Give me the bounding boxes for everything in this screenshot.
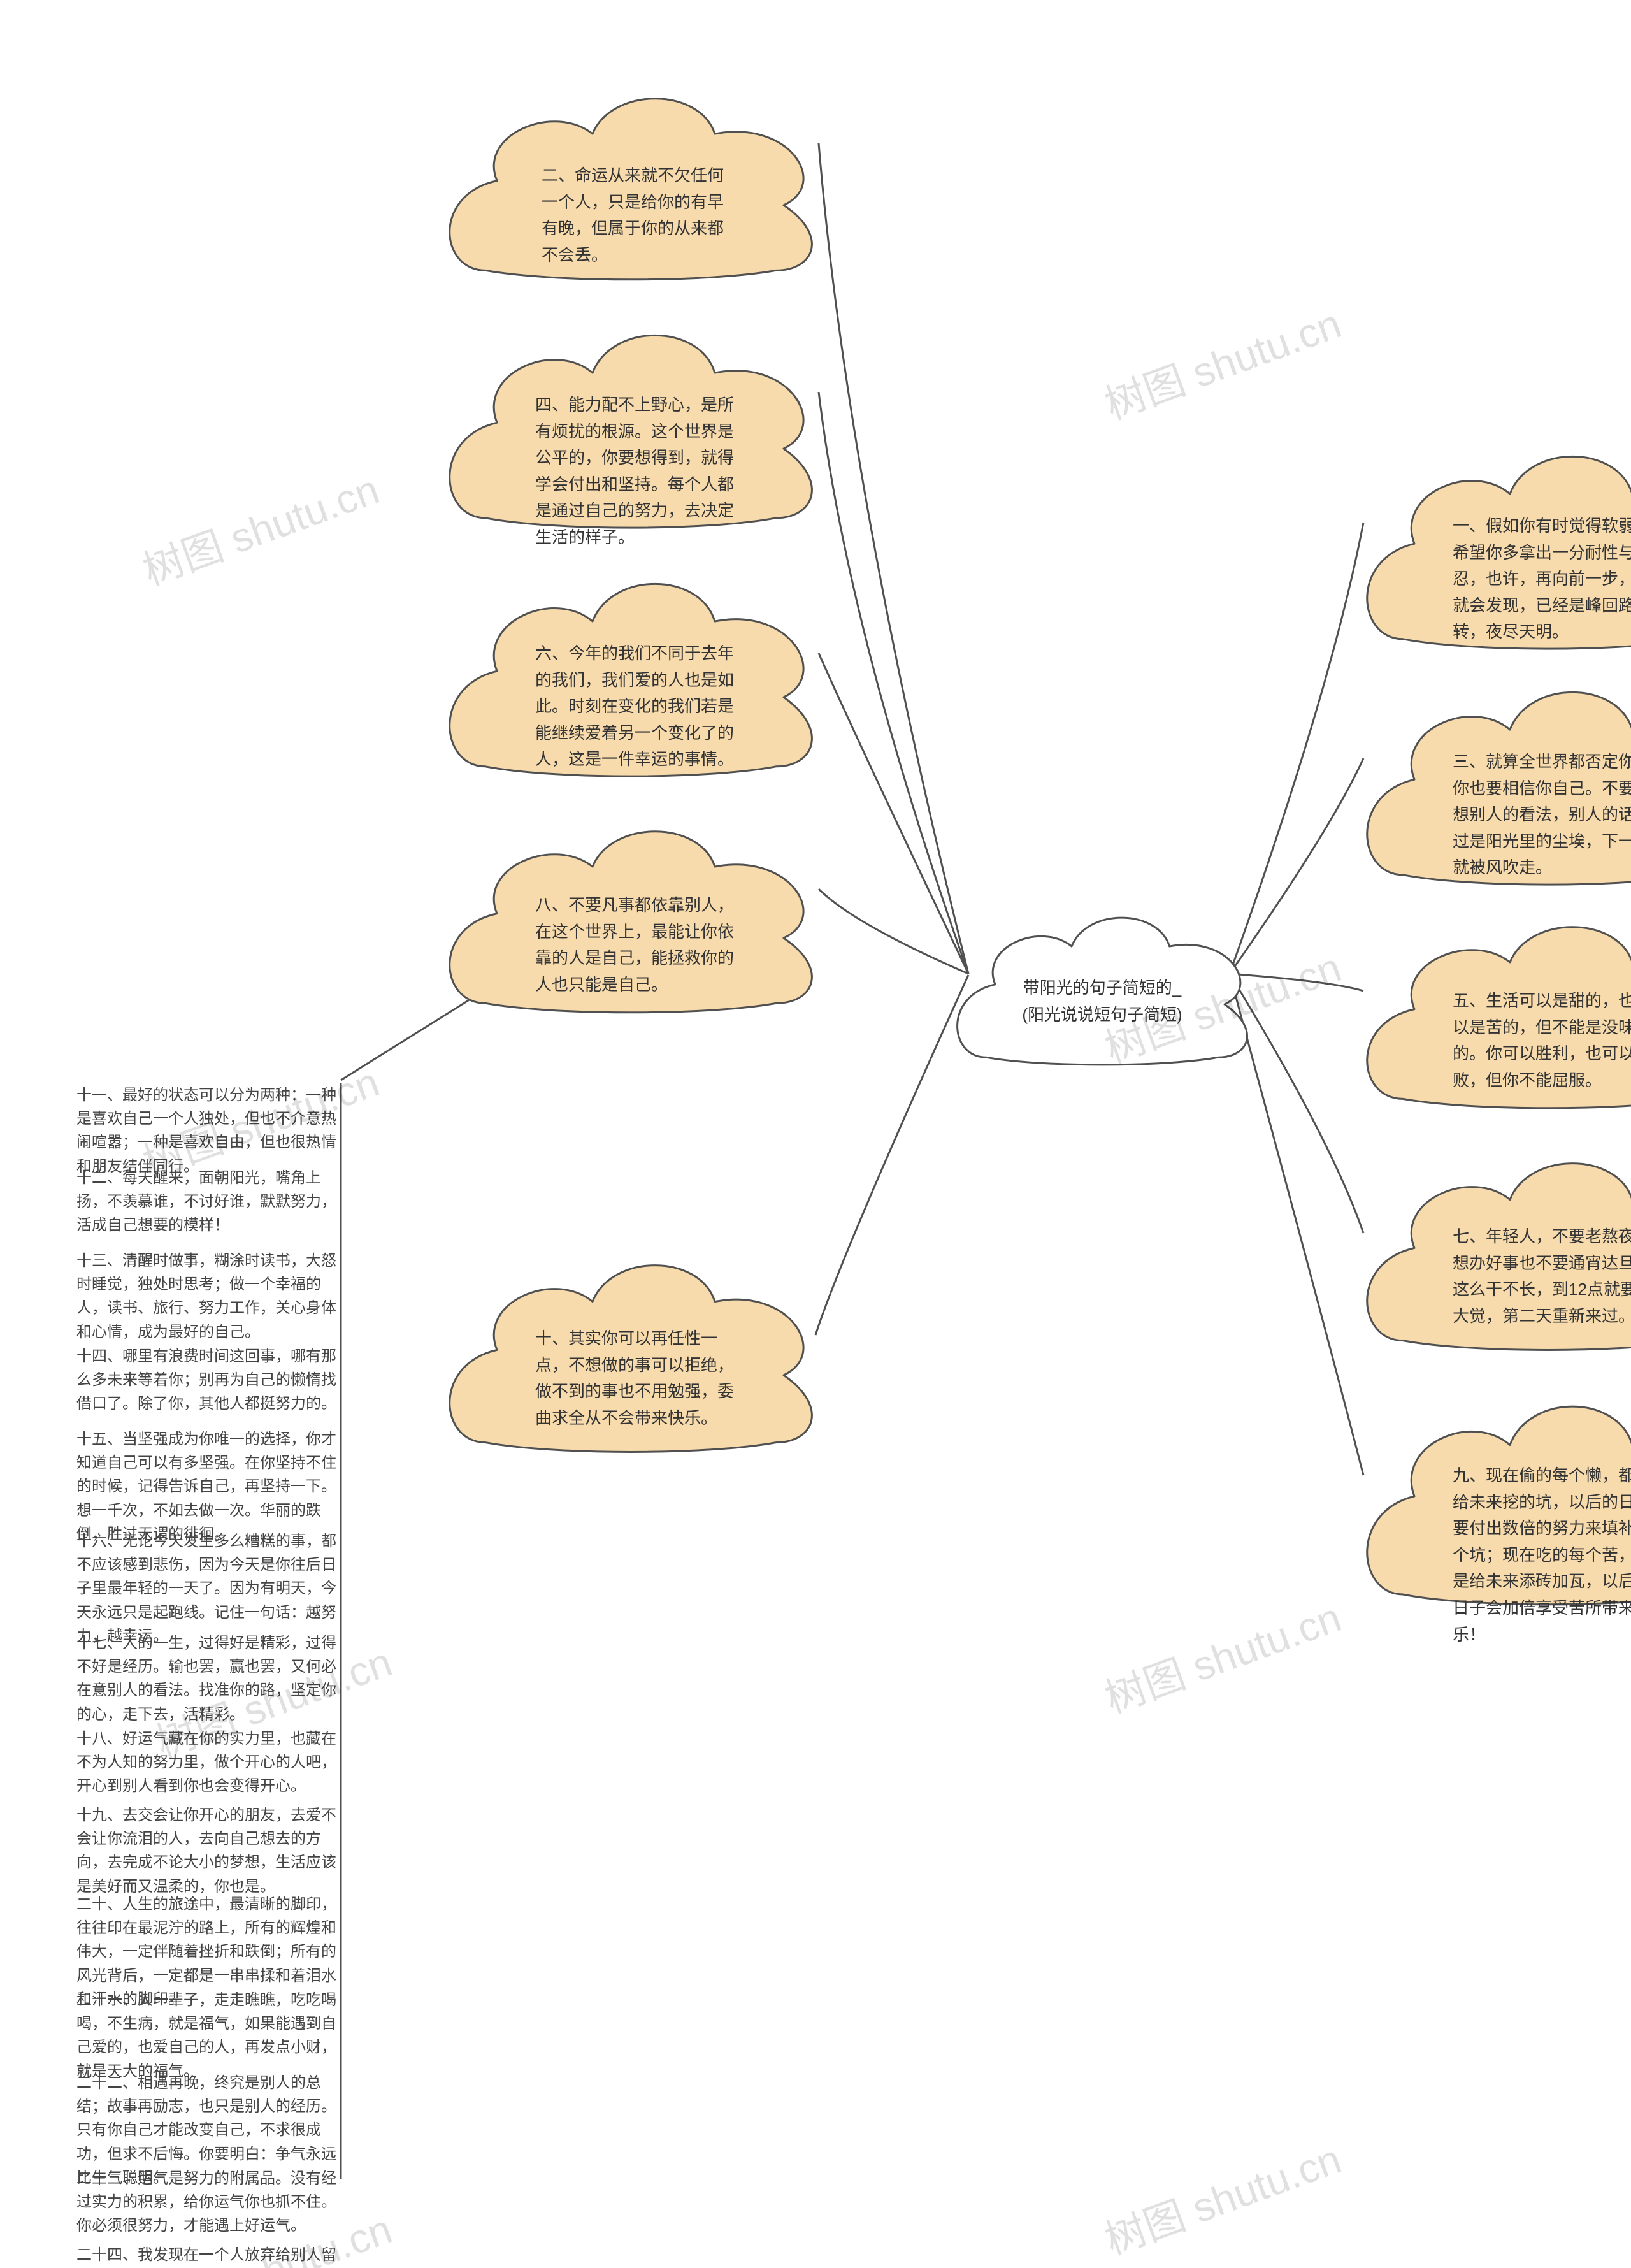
cloud-label: 带阳光的句子简短的_(阳光说说短句子简短) (1019, 975, 1185, 1028)
cloud-label: 三、就算全世界都否定你，你也要相信你自己。不要去想别人的看法，别人的话不过是阳光… (1453, 749, 1631, 881)
left-cloud-3: 八、不要凡事都依靠别人，在这个世界上，最能让你依靠的人是自己，能拯救你的人也只能… (440, 816, 822, 1020)
text-block-0: 十一、最好的状态可以分为两种：一种是喜欢自己一个人独处，但也不介意热闹喧嚣；一种… (76, 1083, 344, 1178)
text-block-12: 二十三、运气是努力的附属品。没有经过实力的积累，给你运气你也抓不住。你必须很努力… (76, 2167, 344, 2238)
cloud-label: 二、命运从来就不欠任何一个人，只是给你的有早有晚，但属于你的从来都不会丢。 (542, 163, 739, 268)
left-cloud-4: 十、其实你可以再任性一点，不想做的事可以拒绝，做不到的事也不用勉强，委曲求全从不… (440, 1249, 822, 1459)
diagram-canvas: 带阳光的句子简短的_(阳光说说短句子简短) 二、命运从来就不欠任何一个人，只是给你… (0, 0, 1631, 2268)
right-cloud-1: 三、就算全世界都否定你，你也要相信你自己。不要去想别人的看法，别人的话不过是阳光… (1357, 675, 1631, 892)
right-cloud-4: 九、现在偷的每个懒，都是给未来挖的坑，以后的日子要付出数倍的努力来填补这个坑；现… (1357, 1389, 1631, 1612)
text-block-5: 十六、无论今天发生多么糟糕的事，都不应该感到悲伤，因为今天是你往后日子里最年轻的… (76, 1529, 344, 1648)
text-block-7: 十八、好运气藏在你的实力里，也藏在不为人知的努力里，做个开心的人吧，开心到别人看… (76, 1727, 344, 1798)
cloud-label: 七、年轻人，不要老熬夜。想办好事也不要通宵达旦，这么干不长，到12点就要睡大觉，… (1453, 1224, 1631, 1329)
text-block-3: 十四、哪里有浪费时间这回事，哪有那么多未来等着你；别再为自己的懒惰找借口了。除了… (76, 1345, 344, 1416)
text-block-13: 二十四、我发现在一个人放弃给别人留下深刻印象的负担之后，我的内心也会比较实在。如… (76, 2243, 344, 2268)
cloud-label: 一、假如你有时觉得软弱，希望你多拿出一分耐性与坚忍，也许，再向前一步，你就会发现… (1453, 513, 1631, 646)
cloud-label: 六、今年的我们不同于去年的我们，我们爱的人也是如此。时刻在变化的我们若是能继续爱… (535, 640, 745, 773)
cloud-label: 八、不要凡事都依靠别人，在这个世界上，最能让你依靠的人是自己，能拯救你的人也只能… (535, 892, 745, 998)
center-node: 带阳光的句子简短的_(阳光说说短句子简短) (949, 905, 1255, 1071)
right-cloud-0: 一、假如你有时觉得软弱，希望你多拿出一分耐性与坚忍，也许，再向前一步，你就会发现… (1357, 440, 1631, 656)
watermark: 树图 shutu.cn (1096, 291, 1348, 431)
text-block-2: 十三、清醒时做事，糊涂时读书，大怒时睡觉，独处时思考；做一个幸福的人，读书、旅行… (76, 1249, 344, 1344)
cloud-label: 九、现在偷的每个懒，都是给未来挖的坑，以后的日子要付出数倍的努力来填补这个坑；现… (1453, 1463, 1631, 1648)
watermark: 树图 shutu.cn (1096, 1585, 1348, 1724)
cloud-label: 五、生活可以是甜的，也可以是苦的，但不能是没味的。你可以胜利，也可以失败，但你不… (1453, 988, 1631, 1094)
watermark: 树图 shutu.cn (134, 457, 386, 596)
text-block-4: 十五、当坚强成为你唯一的选择，你才知道自己可以有多坚强。在你坚持不住的时候，记得… (76, 1427, 344, 1546)
text-block-10: 二十一、人一辈子，走走瞧瞧，吃吃喝喝，不生病，就是福气，如果能遇到自己爱的，也爱… (76, 1988, 344, 2083)
cloud-label: 十、其实你可以再任性一点，不想做的事可以拒绝，做不到的事也不用勉强，委曲求全从不… (535, 1325, 745, 1431)
watermark: 树图 shutu.cn (1096, 2127, 1348, 2266)
left-cloud-0: 二、命运从来就不欠任何一个人，只是给你的有早有晚，但属于你的从来都不会丢。 (440, 83, 822, 287)
left-cloud-2: 六、今年的我们不同于去年的我们，我们爱的人也是如此。时刻在变化的我们若是能继续爱… (440, 567, 822, 784)
cloud-label: 四、能力配不上野心，是所有烦扰的根源。这个世界是公平的，你要想得到，就得学会付出… (535, 392, 745, 551)
text-block-1: 十二、每天醒来，面朝阳光，嘴角上扬，不羡慕谁，不讨好谁，默默努力，活成自己想要的… (76, 1166, 344, 1238)
text-block-6: 十七、人的一生，过得好是精彩，过得不好是经历。输也罢，赢也罢，又何必在意别人的看… (76, 1631, 344, 1726)
text-block-8: 十九、去交会让你开心的朋友，去爱不会让你流泪的人，去向自己想去的方向，去完成不论… (76, 1803, 344, 1898)
left-cloud-1: 四、能力配不上野心，是所有烦扰的根源。这个世界是公平的，你要想得到，就得学会付出… (440, 319, 822, 535)
right-cloud-3: 七、年轻人，不要老熬夜。想办好事也不要通宵达旦，这么干不长，到12点就要睡大觉，… (1357, 1147, 1631, 1357)
right-cloud-2: 五、生活可以是甜的，也可以是苦的，但不能是没味的。你可以胜利，也可以失败，但你不… (1357, 911, 1631, 1115)
